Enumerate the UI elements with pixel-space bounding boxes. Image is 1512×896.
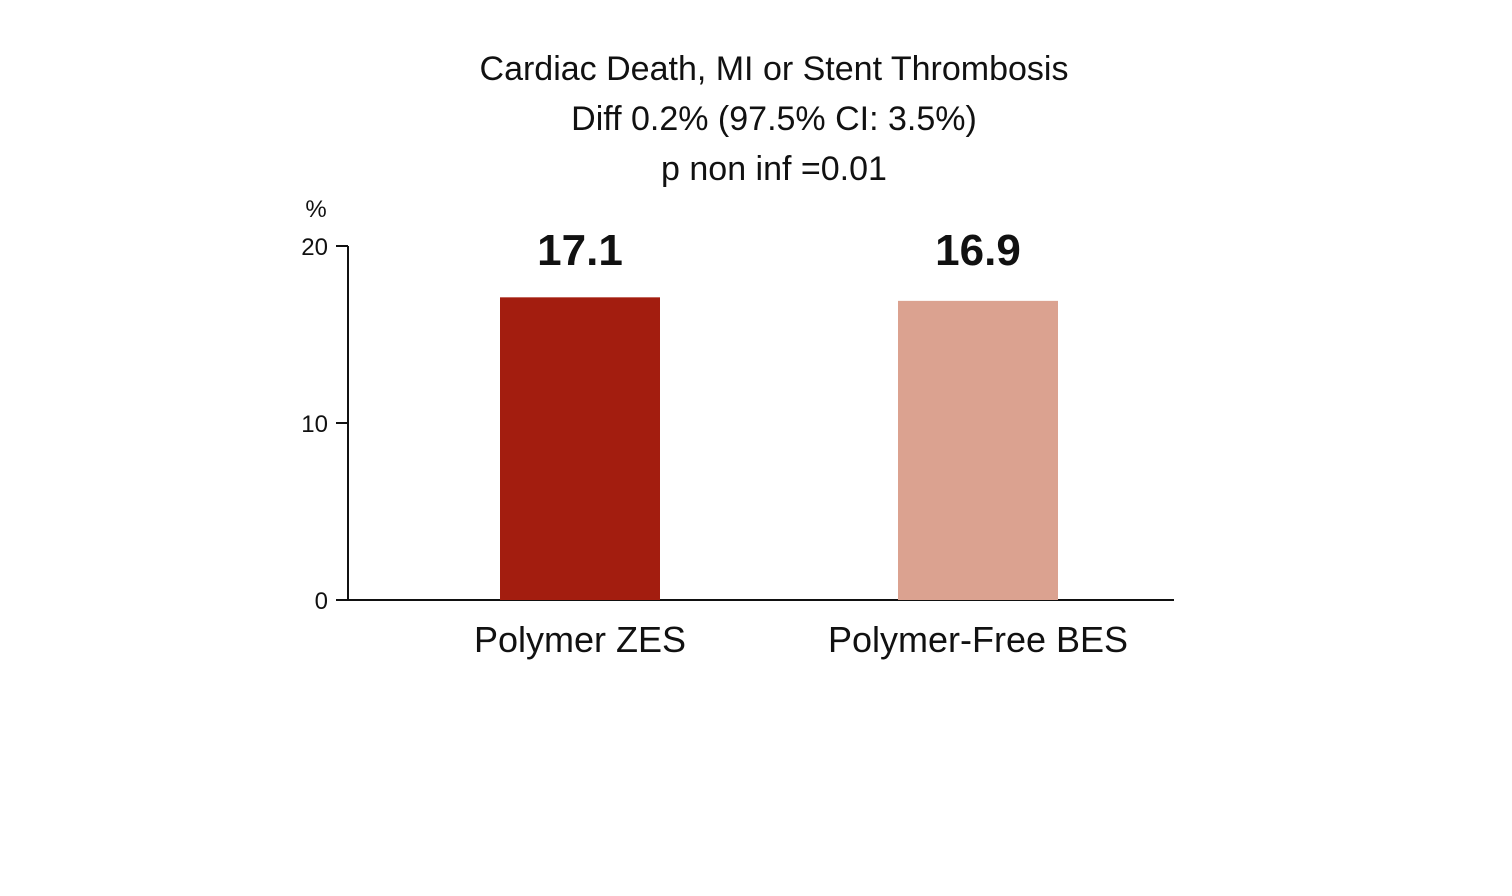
category-labels: Polymer ZES Polymer-Free BES (474, 619, 1128, 660)
y-tick-label: 20 (301, 234, 328, 261)
y-axis-unit-label: % (305, 196, 326, 223)
x-category-label: Polymer-Free BES (828, 619, 1128, 660)
bar-value-label: 17.1 (537, 226, 623, 275)
bar-value-label: 16.9 (935, 226, 1021, 275)
y-tick-label: 0 (315, 588, 328, 615)
bar (898, 300, 1058, 600)
chart-title-line-2: Diff 0.2% (97.5% CI: 3.5%) (571, 100, 977, 138)
y-tick-label: 10 (301, 411, 328, 438)
x-category-label: Polymer ZES (474, 619, 686, 660)
chart-title: Cardiac Death, MI or Stent Thrombosis Di… (480, 50, 1069, 188)
chart-title-line-3: p non inf =0.01 (661, 150, 887, 188)
bar (500, 297, 660, 600)
chart-title-line-1: Cardiac Death, MI or Stent Thrombosis (480, 50, 1069, 88)
bars (500, 297, 1058, 600)
value-labels: 17.1 16.9 (537, 226, 1021, 275)
y-ticks: 0 10 20 (301, 234, 348, 615)
